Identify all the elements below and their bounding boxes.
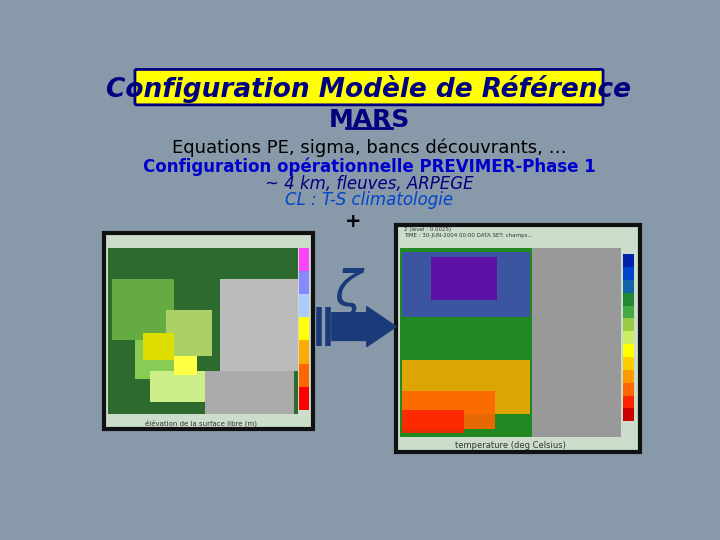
- Bar: [166, 309, 212, 356]
- Bar: [624, 267, 634, 280]
- Bar: [624, 408, 634, 421]
- Bar: [104, 233, 313, 429]
- Text: temperature (deg Celsius): temperature (deg Celsius): [455, 442, 566, 450]
- Bar: [300, 248, 309, 271]
- Bar: [108, 248, 297, 414]
- Bar: [402, 252, 530, 318]
- Bar: [396, 225, 640, 452]
- Bar: [624, 396, 634, 408]
- FancyBboxPatch shape: [135, 70, 603, 105]
- Bar: [624, 344, 634, 357]
- FancyArrow shape: [332, 307, 396, 347]
- Bar: [300, 294, 309, 318]
- Bar: [174, 356, 197, 375]
- Bar: [402, 390, 495, 429]
- Bar: [204, 372, 294, 414]
- Bar: [624, 383, 634, 396]
- Bar: [532, 248, 621, 437]
- Bar: [112, 279, 174, 340]
- Bar: [220, 279, 297, 372]
- Bar: [402, 410, 464, 433]
- Bar: [400, 248, 621, 437]
- Bar: [143, 333, 174, 360]
- Bar: [300, 340, 309, 363]
- Text: Configuration Modèle de Référence: Configuration Modèle de Référence: [107, 76, 631, 104]
- Text: $\zeta$: $\zeta$: [334, 266, 366, 318]
- Text: ~ 4 km, fleuves, ARPEGE: ~ 4 km, fleuves, ARPEGE: [265, 175, 473, 193]
- Bar: [624, 332, 634, 344]
- Bar: [300, 363, 309, 387]
- Bar: [431, 257, 497, 300]
- Text: 2 (level : 0.0025)
TIME : 30-JUN-2004 00:00 DATA SET: champs...: 2 (level : 0.0025) TIME : 30-JUN-2004 00…: [404, 227, 533, 238]
- Text: MARS: MARS: [328, 108, 410, 132]
- Bar: [624, 280, 634, 293]
- Bar: [624, 306, 634, 319]
- Bar: [300, 318, 309, 340]
- Text: élévation de la surface libre (m): élévation de la surface libre (m): [145, 419, 257, 427]
- Bar: [624, 357, 634, 370]
- Bar: [300, 271, 309, 294]
- Bar: [624, 370, 634, 383]
- Bar: [624, 319, 634, 332]
- Text: CL : T-S climatologie: CL : T-S climatologie: [285, 191, 453, 210]
- Bar: [135, 340, 189, 379]
- Bar: [624, 293, 634, 306]
- Bar: [300, 387, 309, 410]
- Bar: [624, 254, 634, 267]
- Text: Configuration opérationnelle PREVIMER-Phase 1: Configuration opérationnelle PREVIMER-Ph…: [143, 158, 595, 177]
- Bar: [402, 360, 530, 414]
- Text: Equations PE, sigma, bancs découvrants, …: Equations PE, sigma, bancs découvrants, …: [171, 139, 567, 157]
- Bar: [150, 372, 212, 402]
- Text: +: +: [346, 212, 361, 231]
